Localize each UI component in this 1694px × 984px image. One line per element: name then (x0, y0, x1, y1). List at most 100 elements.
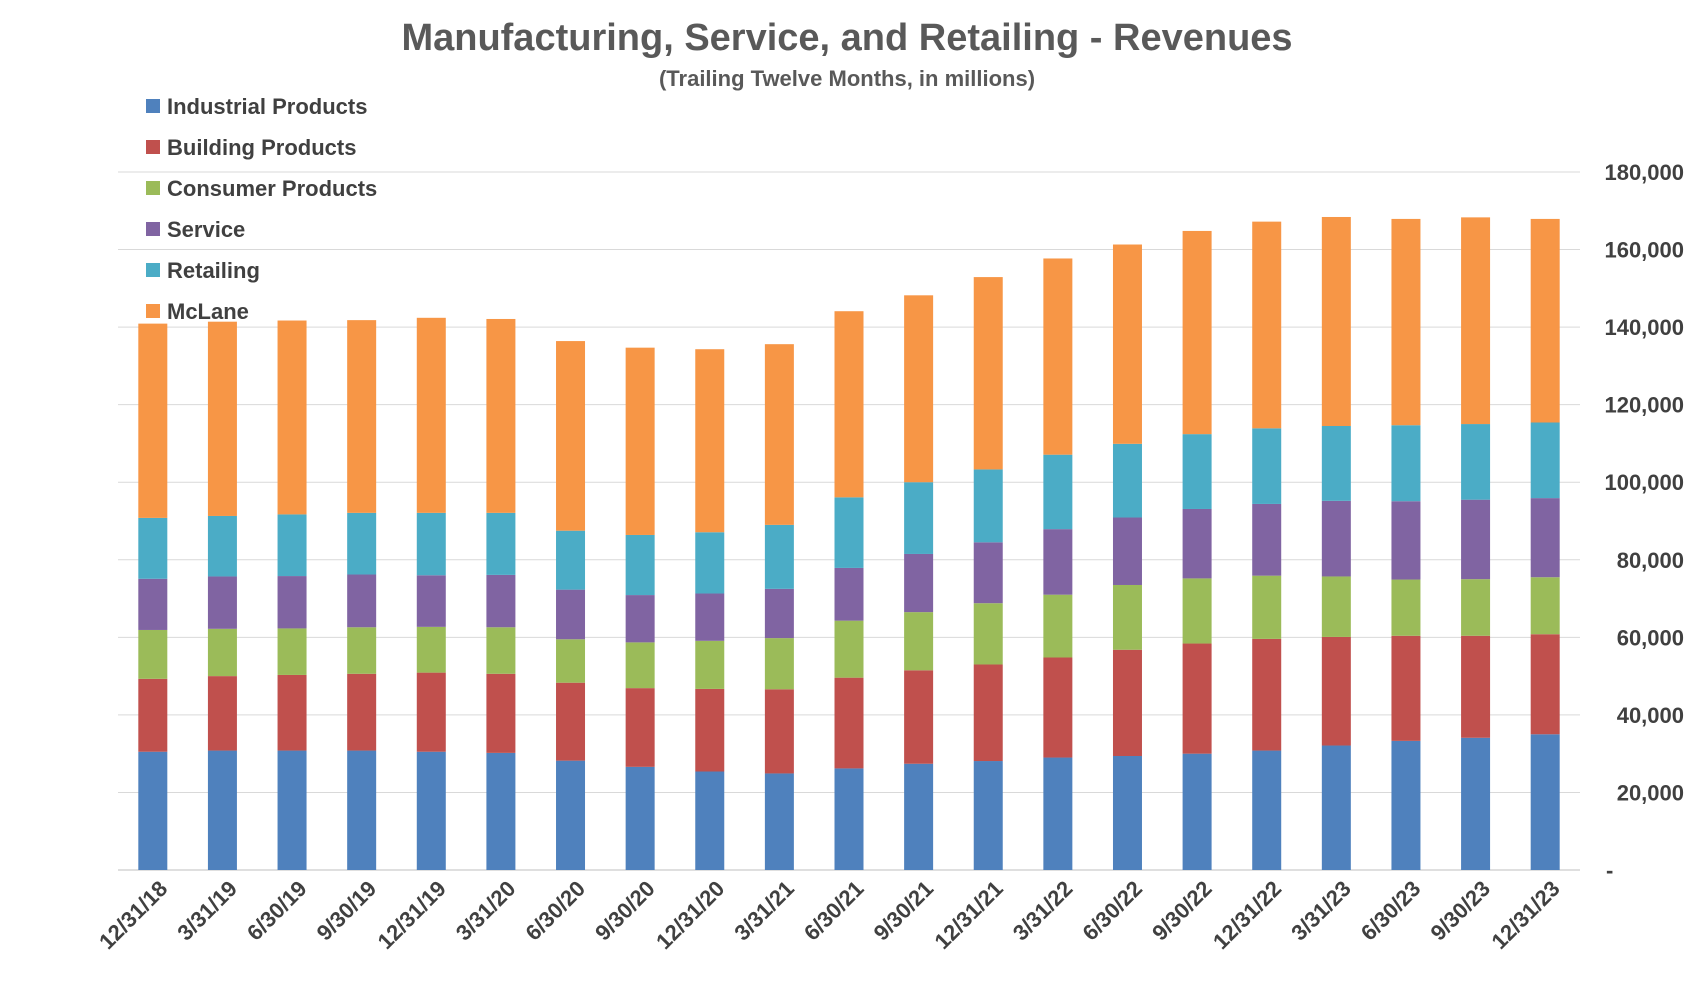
bar-segment (1530, 577, 1560, 635)
bar-segment (1321, 425, 1351, 501)
bar-segment (625, 534, 655, 596)
bar-segment (764, 588, 794, 639)
bar-segment (416, 751, 446, 870)
bar-segment (695, 349, 725, 533)
bar-segment (1321, 216, 1351, 426)
bar-segment (973, 761, 1003, 870)
bar-segment (1321, 576, 1351, 637)
bar-segment (416, 512, 446, 576)
bar-segment (973, 277, 1003, 470)
bar-segment (138, 578, 168, 630)
bar-segment (695, 771, 725, 870)
bar-segment (1182, 230, 1212, 435)
y-tick-label: 80,000 (1617, 548, 1684, 573)
bar-segment (1252, 750, 1282, 870)
bar-segment (764, 689, 794, 774)
bar-segment (138, 323, 168, 518)
y-tick-label: 140,000 (1604, 315, 1684, 340)
bar-segment (1461, 737, 1491, 870)
y-tick-label: - (1606, 858, 1613, 883)
bar-segment (625, 766, 655, 870)
legend: Industrial Products Building Products Cons… (146, 94, 377, 324)
x-tick-label: 9/30/22 (1147, 876, 1217, 946)
bar-segment (695, 593, 725, 641)
bar-segment (1252, 638, 1282, 751)
bar-segment (277, 628, 307, 675)
bar-segment (973, 469, 1003, 543)
bar-segment (1321, 636, 1351, 746)
bar-segment (138, 678, 168, 752)
x-tick-label: 9/30/19 (312, 876, 382, 946)
bar-segment (834, 677, 864, 769)
x-tick-label: 6/30/20 (520, 876, 590, 946)
x-tick-label: 12/31/19 (373, 876, 451, 954)
bar-segment (277, 576, 307, 629)
legend-swatch (146, 304, 160, 318)
bar-segment (1182, 578, 1212, 644)
bar-segment (207, 515, 237, 577)
bar-segment (416, 317, 446, 513)
bar-segment (556, 589, 586, 640)
bar-segment (1182, 434, 1212, 509)
x-tick-label: 12/31/20 (651, 876, 729, 954)
bar-segment (973, 603, 1003, 665)
bar-segment (277, 320, 307, 515)
bar-segment (1252, 428, 1282, 504)
bar-segment (1321, 745, 1351, 870)
bar-segment (347, 574, 377, 628)
bar-segment (764, 773, 794, 870)
bar-segment (1112, 649, 1142, 756)
y-tick-label: 120,000 (1604, 393, 1684, 418)
x-tick-label: 9/30/20 (590, 876, 660, 946)
bar-segment (486, 318, 516, 513)
bar-segment (695, 688, 725, 772)
bar-segment (1391, 740, 1421, 870)
x-tick-label: 6/30/19 (242, 876, 312, 946)
bar-segment (1182, 508, 1212, 579)
bar-segment (695, 640, 725, 689)
bar-segment (1530, 498, 1560, 578)
chart-title: Manufacturing, Service, and Retailing - … (401, 17, 1292, 59)
bar-stacks (138, 216, 1560, 870)
bar-segment (1461, 217, 1491, 425)
x-tick-label: 12/31/22 (1208, 876, 1286, 954)
bar-segment (207, 576, 237, 629)
legend-swatch (146, 263, 160, 277)
bar-segment (834, 567, 864, 621)
bar-segment (416, 626, 446, 673)
legend-label: Industrial Products (167, 94, 367, 119)
x-tick-label: 12/31/21 (930, 876, 1008, 954)
bar-segment (1043, 657, 1073, 758)
bar-segment (1043, 757, 1073, 870)
legend-swatch (146, 222, 160, 236)
bar-segment (1112, 584, 1142, 650)
x-tick-label: 3/31/22 (1008, 876, 1078, 946)
legend-label: Building Products (167, 135, 356, 160)
bar-segment (1112, 443, 1142, 518)
y-axis: - 20,000 40,000 60,000 80,000 100,000 120,000 1… (1604, 160, 1684, 883)
bar-segment (347, 627, 377, 674)
bar-segment (1391, 218, 1421, 426)
bar-segment (1182, 753, 1212, 870)
x-tick-label: 9/30/21 (869, 876, 939, 946)
x-tick-label: 6/30/22 (1077, 876, 1147, 946)
bar-segment (347, 750, 377, 870)
y-tick-label: 160,000 (1604, 238, 1684, 263)
bar-segment (1391, 635, 1421, 741)
bar-segment (277, 750, 307, 870)
bar-segment (416, 575, 446, 627)
x-tick-label: 3/31/19 (172, 876, 242, 946)
bar-segment (904, 482, 934, 554)
x-tick-label: 12/31/18 (94, 876, 172, 954)
bar-segment (904, 763, 934, 870)
bar-segment (834, 497, 864, 568)
bar-segment (416, 672, 446, 752)
bar-segment (347, 673, 377, 751)
bar-segment (1252, 503, 1282, 576)
bar-segment (1112, 755, 1142, 870)
bar-segment (973, 664, 1003, 762)
bar-segment (1043, 454, 1073, 530)
legend-label: Retailing (167, 258, 260, 283)
bar-segment (1530, 634, 1560, 735)
